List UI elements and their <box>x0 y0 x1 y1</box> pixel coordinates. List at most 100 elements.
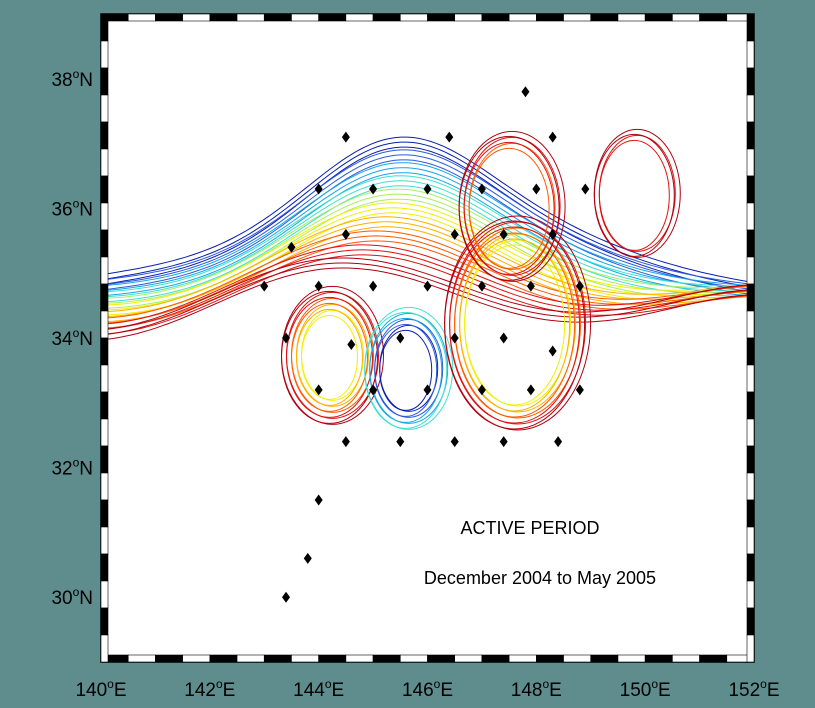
eddy-contour <box>458 130 566 282</box>
frame-segment <box>318 13 347 22</box>
frame-segment <box>100 445 109 474</box>
frame-segment <box>746 13 755 42</box>
frame-segment <box>644 13 673 22</box>
frame-segment <box>746 337 755 366</box>
frame-segment <box>454 654 483 663</box>
map-frame <box>100 13 755 663</box>
frame-segment <box>746 499 755 528</box>
x-tick-label: 146oE <box>402 677 453 701</box>
frame-segment <box>746 553 755 582</box>
frame-segment <box>100 634 109 663</box>
frame-segment <box>746 256 755 285</box>
station-marker <box>282 332 291 344</box>
frame-segment <box>746 391 755 420</box>
contour-line <box>100 175 750 293</box>
eddy-contour <box>464 239 572 407</box>
y-tick-label: 36oN <box>51 196 93 220</box>
frame-segment <box>427 13 456 22</box>
station-marker <box>423 183 432 195</box>
frame-segment <box>454 13 483 22</box>
y-tick-label: 32oN <box>51 456 93 480</box>
eddy-contour <box>598 134 676 252</box>
station-marker <box>526 280 535 292</box>
station-markers <box>260 86 590 603</box>
frame-segment <box>100 256 109 285</box>
contour-line <box>100 149 750 285</box>
station-marker <box>303 552 312 564</box>
station-marker <box>477 384 486 396</box>
frame-segment <box>746 67 755 96</box>
frame-segment <box>263 13 292 22</box>
x-tick-label: 144oE <box>293 677 344 701</box>
frame-segment <box>182 13 211 22</box>
frame-segment <box>746 526 755 555</box>
station-marker <box>260 280 269 292</box>
x-tick-label: 148oE <box>511 677 562 701</box>
station-marker <box>396 332 405 344</box>
frame-segment <box>746 94 755 123</box>
station-marker <box>450 436 459 448</box>
longitude-tick-labels: 140oE 142oE 144oE 146oE 148oE 150oE 152oE <box>75 677 779 701</box>
frame-segment <box>100 94 109 123</box>
frame-segment <box>481 13 510 22</box>
frame-segment <box>508 654 537 663</box>
frame-segment <box>536 13 564 22</box>
station-marker <box>369 384 378 396</box>
station-marker <box>575 384 584 396</box>
station-marker <box>450 332 459 344</box>
station-marker <box>314 280 323 292</box>
eddy-contour <box>369 312 449 424</box>
frame-segment <box>746 121 755 150</box>
contour-line <box>100 180 750 298</box>
frame-segment <box>644 654 673 663</box>
latitude-tick-labels: 30oN 32oN 34oN 36oN 38oN <box>51 67 93 609</box>
frame-segment <box>590 654 619 663</box>
station-marker <box>575 280 584 292</box>
contour-line <box>100 159 750 295</box>
contour-line <box>100 136 750 283</box>
frame-segment <box>746 418 755 447</box>
station-marker <box>532 183 541 195</box>
frame-segment <box>536 654 564 663</box>
frame-segment <box>372 13 401 22</box>
eddy-contour <box>593 128 681 258</box>
frame-segment <box>100 175 109 204</box>
frame-segment <box>617 13 646 22</box>
frame-segment <box>100 67 109 96</box>
frame-segment <box>746 40 755 69</box>
station-marker <box>499 436 508 448</box>
frame-segment <box>345 654 374 663</box>
eddy-contour <box>291 297 374 413</box>
frame-segment <box>100 121 109 150</box>
frame-segment <box>100 283 109 312</box>
front-contours <box>100 128 750 431</box>
station-marker <box>450 228 459 240</box>
frame-segment <box>263 654 292 663</box>
frame-segment <box>746 202 755 231</box>
frame-segment <box>209 654 238 663</box>
station-marker <box>445 131 454 143</box>
frame-segment <box>100 418 109 447</box>
eddy-contour <box>296 303 369 407</box>
frame-segment <box>100 337 109 366</box>
frame-segment <box>590 13 619 22</box>
frame-segment <box>427 654 456 663</box>
annotation-title: ACTIVE PERIOD <box>460 518 599 538</box>
station-marker <box>423 384 432 396</box>
frame-segment <box>127 654 156 663</box>
contour-line <box>100 154 750 290</box>
contour-line <box>100 172 750 297</box>
frame-segment <box>399 13 428 22</box>
station-marker <box>314 384 323 396</box>
station-marker <box>314 183 323 195</box>
frame-segment <box>746 175 755 204</box>
eddy-contour <box>301 309 364 401</box>
frame-segment <box>291 13 319 22</box>
frame-segment <box>672 13 700 22</box>
frame-segment <box>100 580 109 609</box>
contour-line <box>100 254 750 335</box>
station-marker <box>499 332 508 344</box>
station-marker <box>287 241 296 253</box>
frame-segment <box>746 472 755 501</box>
eddy-contour <box>286 291 379 419</box>
